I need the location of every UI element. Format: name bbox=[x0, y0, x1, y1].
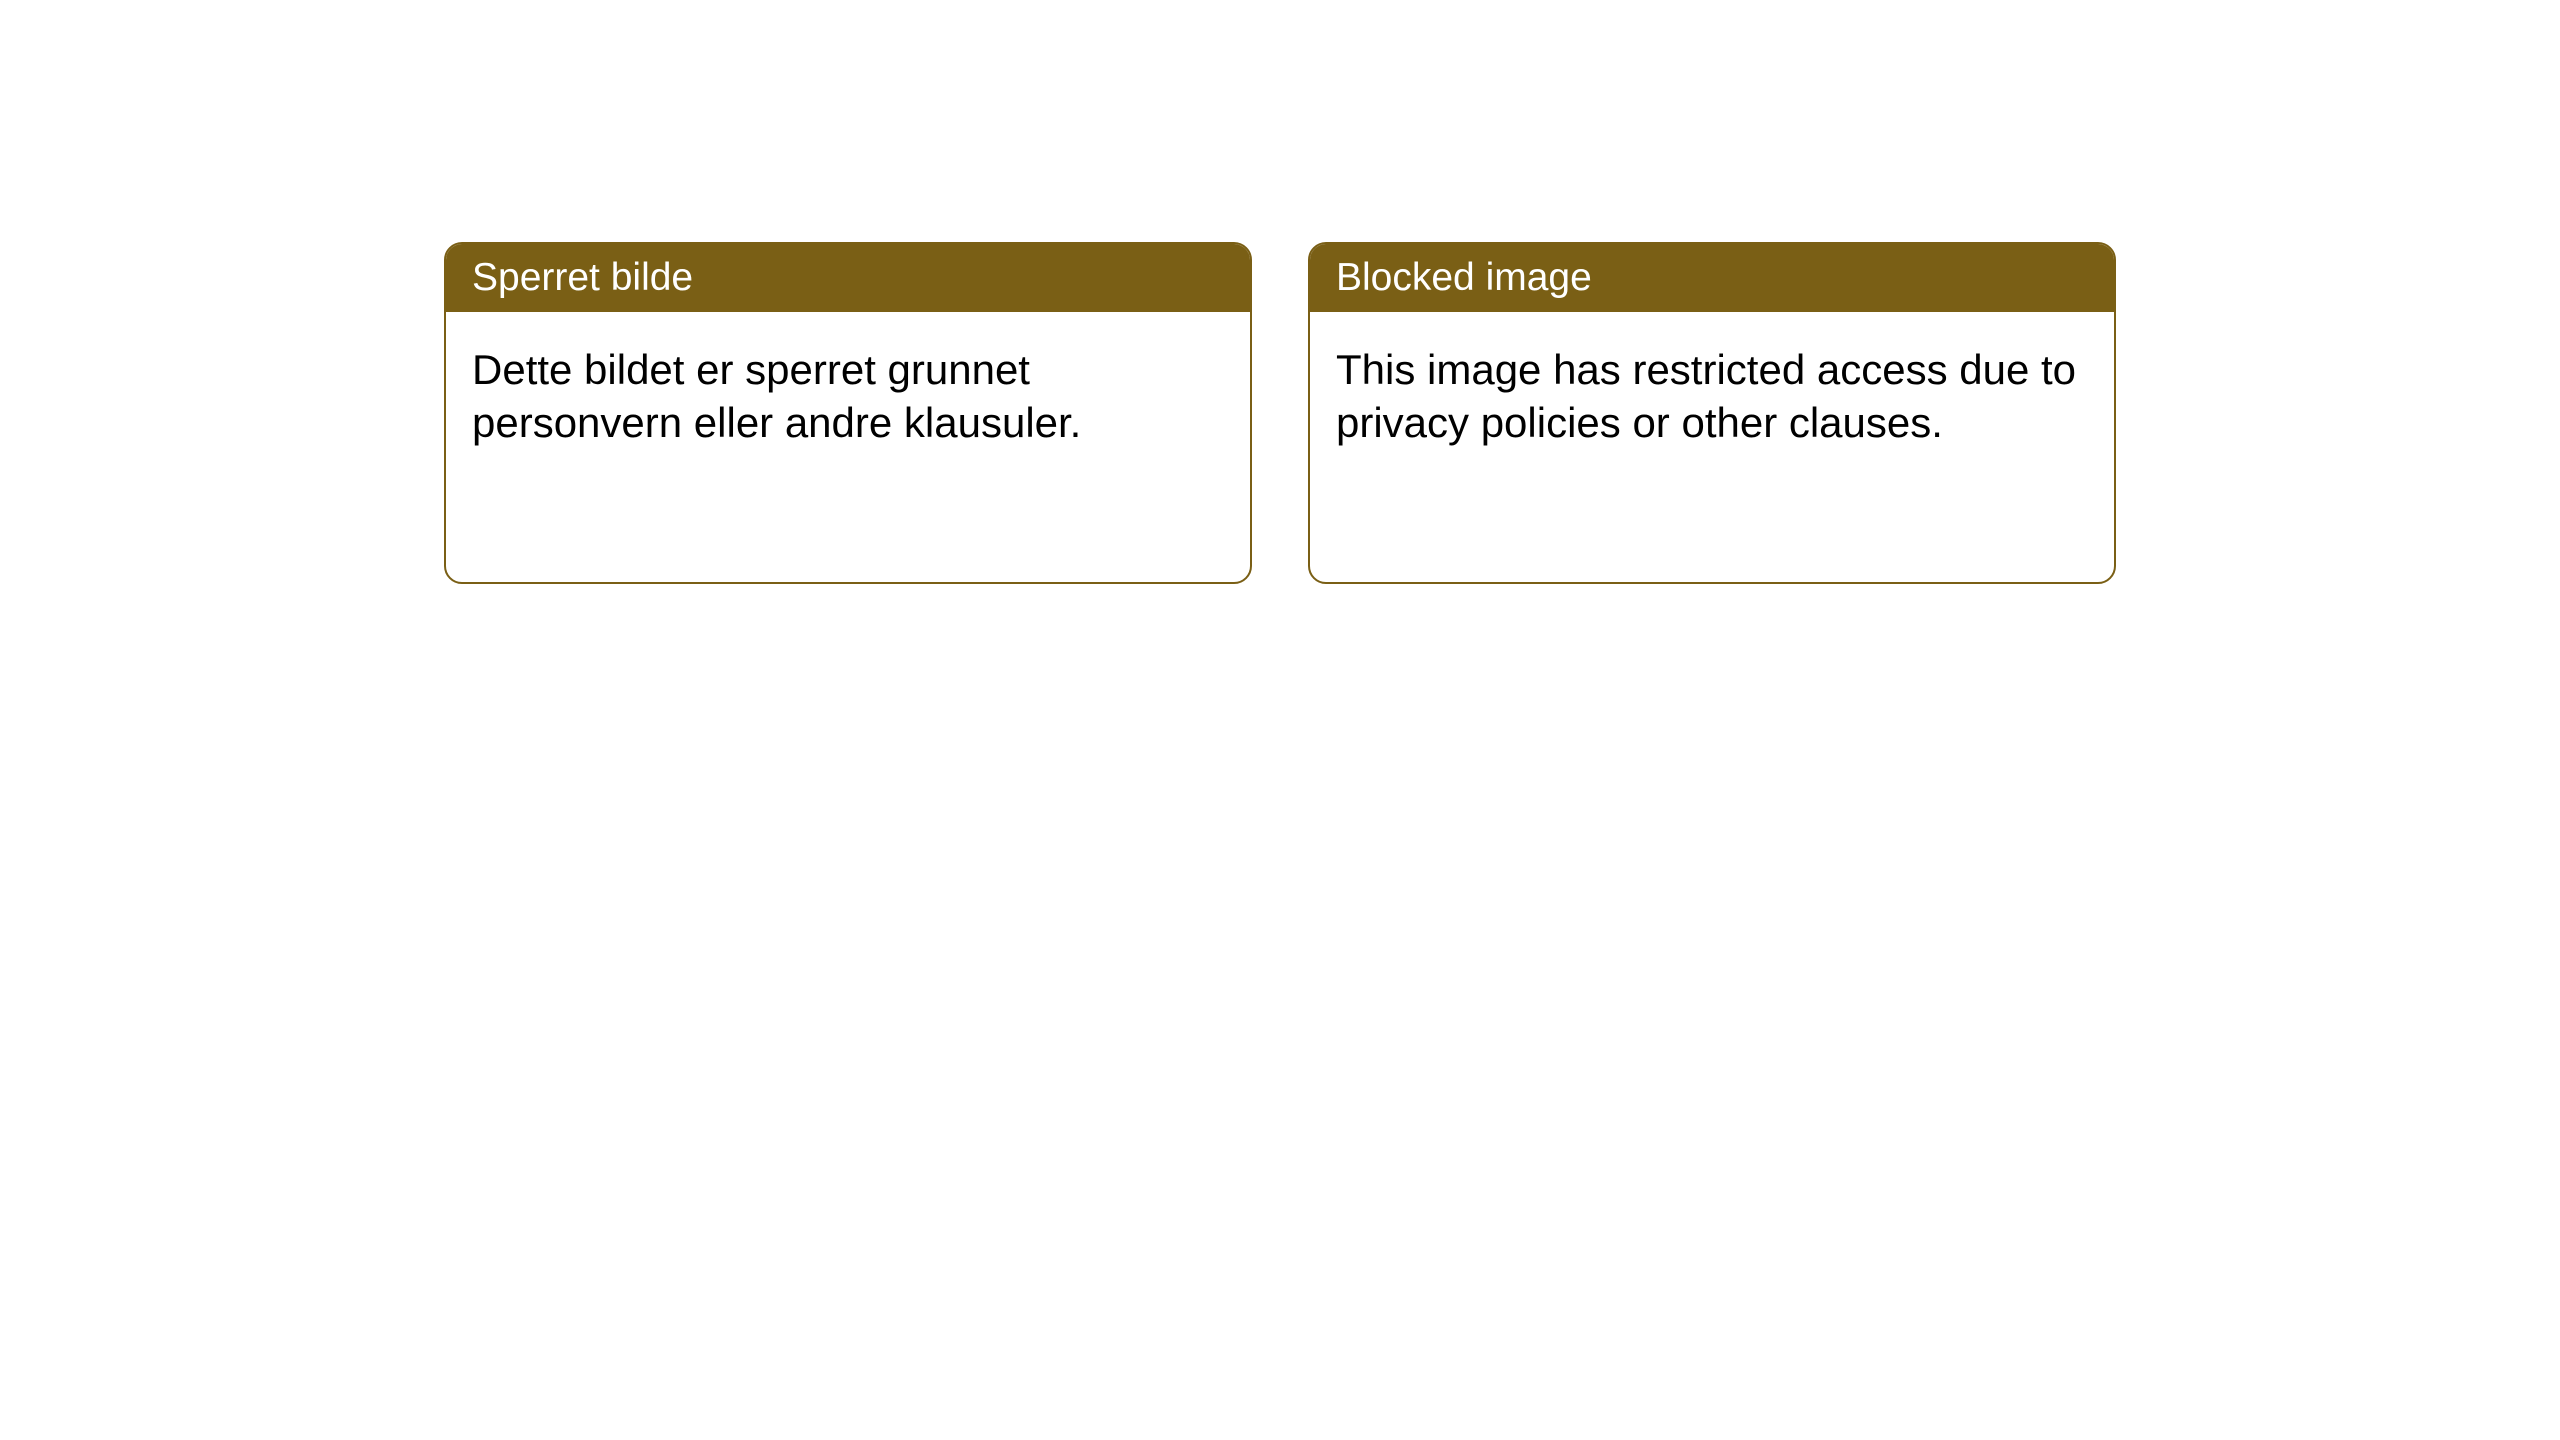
notice-card-body: This image has restricted access due to … bbox=[1310, 312, 2114, 582]
notice-card-header: Blocked image bbox=[1310, 244, 2114, 312]
notice-card-title: Sperret bilde bbox=[472, 256, 693, 299]
notice-card-body-text: This image has restricted access due to … bbox=[1336, 346, 2076, 446]
notice-card-norwegian: Sperret bilde Dette bildet er sperret gr… bbox=[444, 242, 1252, 584]
notice-card-title: Blocked image bbox=[1336, 256, 1592, 299]
notice-card-header: Sperret bilde bbox=[446, 244, 1250, 312]
notice-card-body: Dette bildet er sperret grunnet personve… bbox=[446, 312, 1250, 582]
notice-cards-container: Sperret bilde Dette bildet er sperret gr… bbox=[444, 242, 2116, 584]
notice-card-english: Blocked image This image has restricted … bbox=[1308, 242, 2116, 584]
notice-card-body-text: Dette bildet er sperret grunnet personve… bbox=[472, 346, 1081, 446]
